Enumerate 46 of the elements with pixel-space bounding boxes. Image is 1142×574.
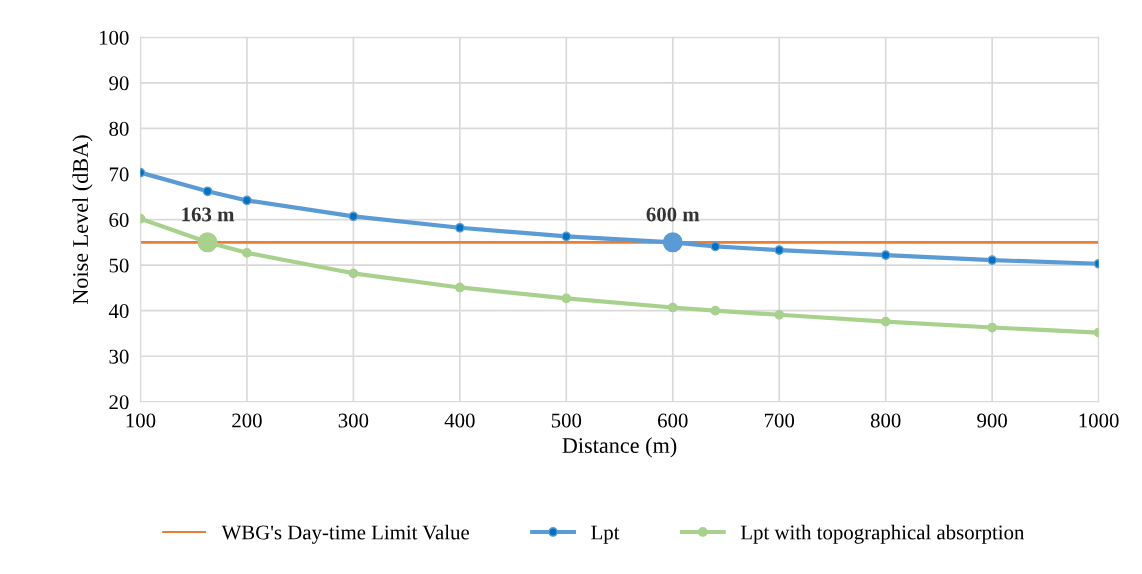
point — [242, 195, 252, 206]
y-tick-label: 80 — [109, 121, 129, 136]
point — [662, 232, 683, 253]
point — [710, 305, 721, 316]
point — [202, 186, 213, 197]
x-tick-label: 600 — [658, 413, 688, 428]
point — [710, 241, 721, 252]
y-tick-label: 70 — [109, 167, 129, 182]
x-tick-label: 900 — [977, 413, 1007, 428]
point — [561, 293, 572, 304]
point — [454, 282, 465, 293]
point — [774, 245, 785, 255]
legend-label: Lpt with topographical absorption — [740, 524, 1025, 544]
legend-label: Lpt — [591, 525, 620, 544]
point — [987, 255, 998, 265]
point — [561, 231, 572, 242]
y-tick-label: 30 — [109, 349, 129, 364]
y-axis-title: Noise Level (dBA) — [72, 135, 93, 305]
point — [880, 316, 891, 327]
legend-label: WBG's Day-time Limit Value — [221, 524, 469, 544]
x-tick-label: 800 — [870, 413, 901, 428]
y-tick-label: 20 — [109, 395, 129, 410]
point — [348, 211, 359, 222]
y-tick-label: 40 — [108, 304, 129, 319]
point — [348, 268, 359, 279]
point — [454, 222, 465, 233]
point — [880, 250, 891, 260]
y-tick-label: 60 — [109, 212, 129, 227]
point — [242, 247, 252, 258]
x-tick-label: 700 — [764, 413, 795, 428]
annotation: 600 m — [646, 207, 700, 222]
y-tick-label: 100 — [99, 30, 129, 45]
x-tick-label: 300 — [338, 413, 369, 428]
point — [987, 322, 998, 333]
y-tick-label: 50 — [109, 258, 129, 273]
annotation: 163 m — [182, 207, 235, 222]
x-tick-label: 1000 — [1079, 413, 1119, 428]
point — [774, 309, 785, 320]
x-tick-label: 100 — [126, 413, 156, 428]
x-tick-label: 200 — [232, 413, 262, 428]
x-tick-label: 400 — [444, 413, 475, 428]
point — [667, 302, 678, 313]
y-tick-label: 90 — [109, 76, 129, 91]
point — [197, 232, 218, 253]
x-tick-label: 500 — [551, 413, 582, 428]
x-axis-title: Distance (m) — [562, 437, 677, 458]
